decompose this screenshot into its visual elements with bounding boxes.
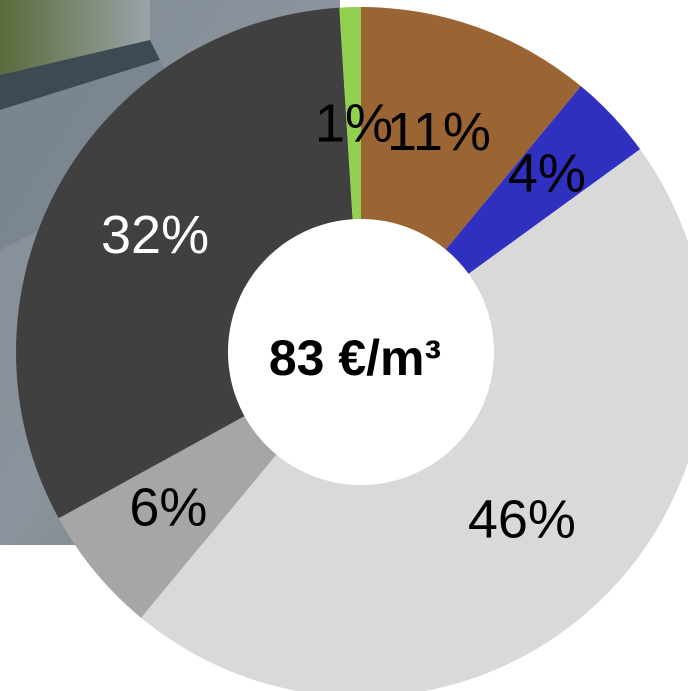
slice-label-4pct: 4% (508, 144, 586, 204)
donut-hole (228, 219, 494, 485)
slice-label-6pct: 6% (129, 478, 207, 538)
slice-label-46pct: 46% (468, 490, 576, 550)
slice-label-1pct: 1% (315, 93, 393, 153)
slice-label-11pct: 11% (387, 102, 491, 162)
slice-label-32pct: 32% (101, 205, 209, 265)
slice-labels: 11% 4% 46% 6% 32% 1% (101, 93, 586, 549)
center-label: 83 €/m³ (269, 330, 441, 386)
